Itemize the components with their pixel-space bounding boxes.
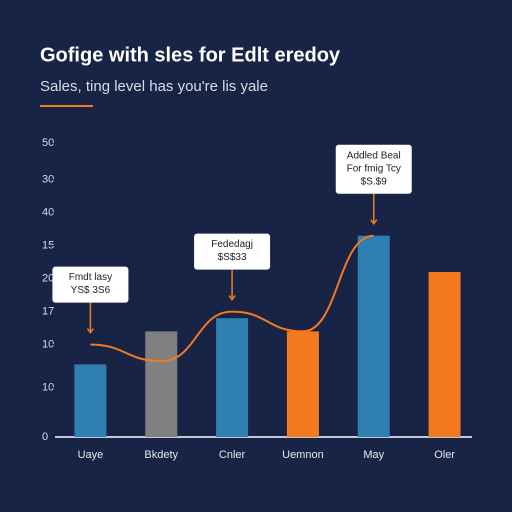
y-tick-label: 17 — [42, 306, 54, 318]
annotation-box — [335, 144, 412, 194]
y-tick-label: 10 — [42, 339, 54, 351]
bar — [357, 235, 390, 437]
x-tick-label: Bkdety — [144, 449, 178, 461]
annotation-arrowhead — [86, 328, 95, 334]
x-tick-label: Cnler — [219, 449, 246, 461]
y-tick-label: 50 — [42, 137, 54, 149]
annotation-box — [194, 233, 271, 270]
y-tick-label: 0 — [42, 431, 48, 443]
x-tick-label: May — [363, 449, 384, 461]
bar — [145, 331, 178, 437]
annotation-text: $S.$9 — [361, 176, 388, 187]
trend-line — [90, 234, 374, 363]
x-tick-label: Uemnon — [282, 449, 324, 461]
annotation-text: $S$33 — [218, 252, 247, 263]
annotation-text: For fmig Tcy — [347, 163, 401, 174]
bar — [428, 272, 461, 437]
annotation-text: Fmdt lasy — [69, 272, 112, 283]
bar — [216, 318, 249, 437]
x-tick-label: Uaye — [78, 449, 104, 461]
bar — [74, 364, 107, 437]
chart-subtitle: Sales, ting level has you're lis yale — [40, 78, 268, 95]
annotation-text: Addled Beal — [347, 150, 401, 161]
y-tick-label: 20 — [42, 273, 54, 285]
annotation-box — [52, 266, 129, 303]
y-tick-label: 40 — [42, 207, 54, 219]
annotation-text: Fededagj — [211, 239, 253, 250]
y-tick-label: 15 — [42, 240, 54, 252]
annotation-arrowhead — [228, 295, 236, 301]
chart-title: Gofige with sles for Edlt eredoy — [40, 44, 341, 66]
y-tick-label: 30 — [42, 174, 54, 186]
annotation-text: YS$ 3S6 — [71, 285, 111, 296]
x-tick-label: Oler — [434, 449, 455, 461]
annotation-arrowhead — [370, 219, 378, 225]
bar — [286, 331, 319, 437]
y-tick-label: 10 — [42, 381, 54, 393]
